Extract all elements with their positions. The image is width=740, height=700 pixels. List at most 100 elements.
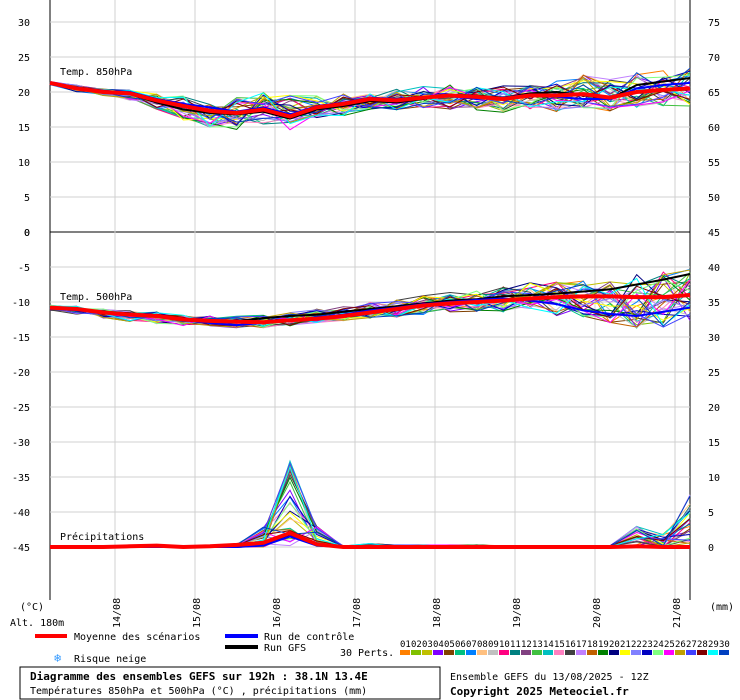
tick-label-500: -5 — [18, 263, 30, 274]
pert-legend-label: 03 — [422, 640, 433, 650]
pert-line-precip — [50, 502, 691, 548]
pert-legend-swatch — [686, 650, 696, 655]
pert-line-precip — [50, 468, 691, 548]
tick-label-500: -20 — [12, 368, 30, 379]
date-label: 15/08 — [192, 598, 203, 628]
pert-legend-label: 24 — [653, 640, 664, 650]
mean-line — [50, 531, 690, 549]
pert-legend-swatch — [543, 650, 553, 655]
date-label: 20/08 — [592, 598, 603, 628]
pert-legend-swatch — [554, 650, 564, 655]
pert-line-precip — [50, 503, 691, 548]
pert-legend-label: 19 — [598, 640, 609, 650]
tick-label-500-right: 30 — [708, 333, 720, 344]
pert-line-precip — [50, 495, 691, 548]
tick-label-500-right: 45 — [708, 228, 720, 239]
pert-line-precip — [50, 495, 691, 548]
pert-legend-swatch — [532, 650, 542, 655]
unit-right: (mm) — [710, 602, 734, 613]
legend-mean-swatch — [35, 634, 67, 638]
pert-line-precip — [50, 501, 691, 548]
pert-line-precip — [50, 506, 691, 548]
pert-legend-swatch — [466, 650, 476, 655]
legend: Moyenne des scénarios Run de contrôle Ru… — [35, 631, 730, 665]
pert-legend-label: 10 — [499, 640, 510, 650]
pert-line-precip — [50, 480, 691, 548]
pert-legend-label: 01 — [400, 640, 411, 650]
main-series-lines — [49, 77, 691, 549]
legend-control-swatch — [225, 634, 258, 638]
pert-legend-label: 09 — [488, 640, 499, 650]
pert-line-precip — [50, 459, 691, 548]
footer-copyright: Copyright 2025 Meteociel.fr — [450, 685, 629, 698]
pert-line-precip — [50, 518, 691, 548]
pert-legend-label: 15 — [554, 640, 565, 650]
pert-legend-label: 25 — [664, 640, 675, 650]
pert-line-precip — [50, 511, 691, 548]
pert-legend-label: 08 — [477, 640, 488, 650]
pert-legend-swatch — [631, 650, 641, 655]
pert-legend-label: 13 — [532, 640, 543, 650]
pert-legend-swatch — [620, 650, 630, 655]
pert-legend-swatch — [488, 650, 498, 655]
tick-label-500: -40 — [12, 508, 30, 519]
tick-label-500-right: 10 — [708, 473, 720, 484]
pert-legend-swatch — [521, 650, 531, 655]
pert-legend-swatch — [433, 650, 443, 655]
pert-line-precip — [50, 518, 691, 548]
legend-gfs-swatch — [225, 645, 258, 649]
pert-legend-label: 02 — [411, 640, 422, 650]
tick-label-500-right: 40 — [708, 263, 720, 274]
date-label: 21/08 — [672, 598, 683, 628]
pert-legend-label: 16 — [565, 640, 576, 650]
footer-subtitle: Températures 850hPa et 500hPa (°C) , pré… — [30, 685, 367, 697]
pert-line-precip — [50, 489, 691, 548]
tick-label-850-right: 50 — [708, 193, 720, 204]
legend-gfs-label: Run GFS — [264, 643, 306, 654]
pert-line-precip — [50, 462, 691, 548]
tick-label-850-right: 75 — [708, 18, 720, 29]
pert-legend-swatch — [675, 650, 685, 655]
legend-snow-label: Risque neige — [74, 654, 146, 665]
pert-legend-swatch — [477, 650, 487, 655]
pert-legend-swatch — [444, 650, 454, 655]
mean-line — [49, 80, 691, 119]
tick-label-500-right: 15 — [708, 438, 720, 449]
pert-legend-label: 26 — [675, 640, 686, 650]
date-label: 16/08 — [272, 598, 283, 628]
snowflake-icon: ❄ — [54, 651, 61, 665]
pert-legend-swatch — [664, 650, 674, 655]
tick-label-850: 15 — [18, 123, 30, 134]
tick-label-500-right: 0 — [708, 543, 714, 554]
mean-line — [49, 293, 691, 325]
pert-line-precip — [50, 470, 691, 548]
pert-legend-swatch — [565, 650, 575, 655]
pert-line-precip — [50, 507, 691, 548]
tick-label-500-right: 35 — [708, 298, 720, 309]
tick-label-850-right: 55 — [708, 158, 720, 169]
pert-legend-swatch — [510, 650, 520, 655]
pert-legend-swatch — [422, 650, 432, 655]
pert-line-precip — [50, 464, 691, 548]
tick-label-850: 20 — [18, 88, 30, 99]
pert-line-precip — [50, 465, 691, 548]
pert-line-850 — [49, 82, 691, 127]
tick-label-500-right: 5 — [708, 508, 714, 519]
pert-line-850 — [49, 82, 691, 115]
pert-line-precip — [50, 510, 691, 548]
pert-line-precip — [50, 510, 691, 548]
pert-line-850 — [49, 83, 691, 130]
date-label: 14/08 — [112, 598, 123, 628]
pert-legend-swatch — [609, 650, 619, 655]
pert-legend-swatch — [411, 650, 421, 655]
tick-label-500: -30 — [12, 438, 30, 449]
perturbation-lines — [49, 67, 691, 548]
tick-label-500-right: 20 — [708, 403, 720, 414]
pert-line-precip — [50, 494, 691, 548]
pert-legend-label: 22 — [631, 640, 642, 650]
pert-legend-swatch — [499, 650, 509, 655]
pert-legend-swatch — [719, 650, 729, 655]
footer-title: Diagramme des ensembles GEFS sur 192h : … — [30, 670, 368, 683]
panel-title-precip: Précipitations — [60, 531, 144, 543]
tick-label-500: -45 — [12, 543, 30, 554]
